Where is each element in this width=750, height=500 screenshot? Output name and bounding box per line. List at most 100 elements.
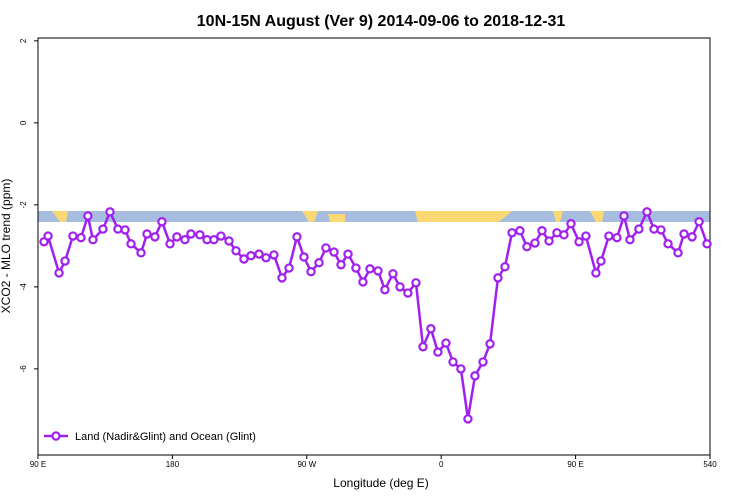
x-tick-label: 0: [439, 460, 444, 469]
data-point: [60, 256, 70, 266]
x-axis-label: Longitude (deg E): [333, 476, 428, 490]
land-patch: [415, 211, 512, 222]
data-point: [604, 231, 614, 241]
data-point: [537, 226, 547, 236]
data-point: [433, 347, 443, 357]
x-tick-label: 180: [166, 460, 180, 469]
data-point: [329, 247, 339, 257]
legend-label: Land (Nadir&Glint) and Ocean (Glint): [75, 431, 256, 443]
data-point: [395, 282, 405, 292]
data-point: [351, 263, 361, 273]
data-point: [694, 216, 704, 227]
data-point: [231, 246, 241, 256]
y-axis-label: XCO2 - MLO trend (ppm): [0, 179, 13, 314]
data-point: [209, 235, 219, 245]
data-point: [269, 250, 279, 260]
y-tick-label: 2: [19, 38, 28, 43]
data-point: [418, 342, 428, 352]
data-point: [642, 207, 652, 217]
data-point: [261, 253, 271, 263]
data-point: [43, 231, 53, 241]
x-tick-label: 540: [703, 460, 717, 469]
data-point: [530, 238, 540, 248]
data-point: [113, 224, 123, 234]
data-point: [663, 239, 673, 249]
data-point: [157, 216, 167, 227]
data-point: [224, 236, 234, 246]
data-point: [507, 228, 517, 238]
land-patch: [52, 211, 68, 222]
data-point: [493, 273, 503, 283]
data-point: [500, 262, 510, 272]
x-tick-label: 90 W: [297, 460, 316, 469]
data-point: [612, 232, 622, 243]
data-point: [76, 232, 86, 243]
data-point: [388, 269, 398, 279]
data-point: [254, 249, 264, 259]
ocean-band: [38, 211, 710, 222]
surface-band: [38, 211, 710, 222]
data-point: [314, 257, 324, 268]
land-patch: [302, 211, 318, 222]
data-point: [83, 211, 93, 221]
data-point: [195, 230, 205, 240]
data-point: [673, 248, 683, 258]
plot-frame: [37, 37, 711, 456]
data-point: [687, 232, 697, 242]
data-point: [679, 229, 689, 239]
data-point: [522, 242, 532, 252]
data-point: [239, 254, 249, 264]
data-point: [358, 277, 368, 287]
data-point: [478, 357, 488, 367]
land-patch: [553, 211, 563, 222]
y-tick-label: -2: [19, 201, 28, 209]
data-point: [321, 243, 331, 253]
data-point: [574, 237, 584, 247]
data-point: [544, 236, 554, 246]
legend-marker: [51, 431, 61, 441]
data-point: [403, 288, 413, 298]
data-point: [165, 239, 175, 249]
data-point: [559, 230, 569, 240]
data-point: [702, 239, 712, 249]
data-point: [180, 235, 190, 245]
data-point: [656, 225, 666, 235]
data-point: [373, 266, 383, 276]
x-tick-label: 90 E: [30, 460, 46, 469]
data-point: [619, 211, 629, 221]
data-point: [150, 232, 160, 242]
data-point: [284, 263, 294, 273]
data-point: [306, 267, 316, 277]
data-point: [120, 225, 130, 235]
y-tick-label: 0: [19, 120, 28, 125]
data-point: [581, 231, 591, 241]
data-point: [596, 256, 606, 266]
y-tick-label: -4: [19, 283, 28, 291]
data-line: [42, 208, 709, 420]
land-patch: [590, 211, 604, 222]
data-point: [343, 249, 353, 259]
data-point: [126, 239, 136, 249]
data-point: [105, 207, 115, 217]
land-patch: [328, 214, 345, 222]
data-point: [566, 219, 576, 229]
data-point: [485, 339, 495, 349]
data-point: [98, 224, 108, 234]
data-point: [172, 232, 182, 242]
data-point: [634, 224, 644, 234]
data-point: [426, 324, 436, 334]
data-point: [336, 260, 346, 270]
data-point: [515, 226, 525, 236]
data-point: [186, 229, 196, 239]
data-point: [470, 371, 480, 381]
data-point: [142, 229, 152, 239]
data-point: [591, 268, 601, 278]
chart-title: 10N-15N August (Ver 9) 2014-09-06 to 201…: [197, 13, 566, 30]
data-point: [299, 252, 309, 262]
data-point: [625, 235, 635, 245]
data-point: [277, 273, 287, 283]
x-tick-label: 90 E: [567, 460, 583, 469]
data-point: [292, 232, 302, 242]
data-point: [68, 231, 78, 241]
